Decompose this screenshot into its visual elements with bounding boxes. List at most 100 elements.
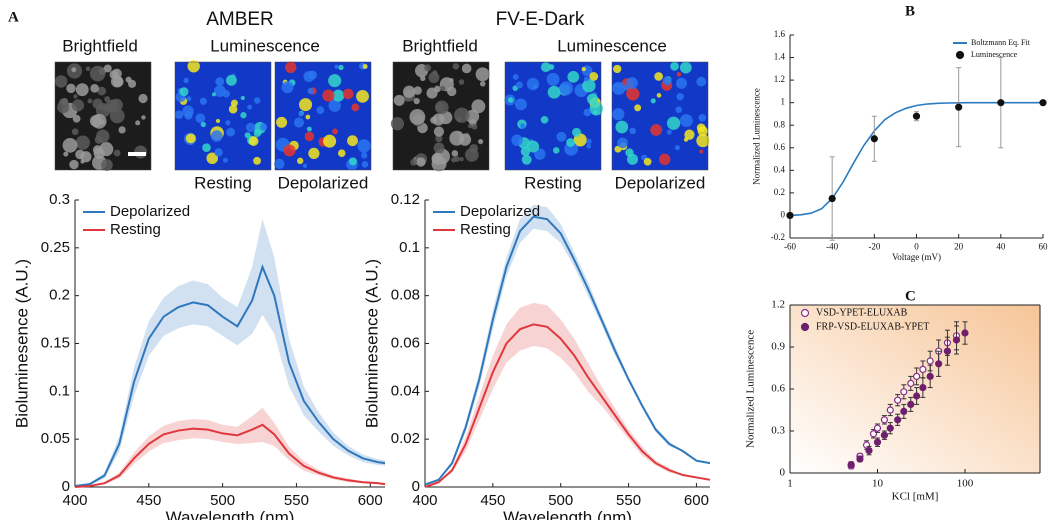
image-texture (440, 85, 446, 91)
image-texture (659, 153, 671, 166)
image-texture (676, 92, 684, 101)
image-texture (80, 151, 92, 163)
image-texture (72, 114, 81, 123)
x-tick-label: -60 (784, 241, 796, 251)
image-texture (337, 149, 346, 157)
image-texture (302, 163, 307, 168)
image-texture (413, 97, 420, 105)
image-texture (187, 60, 200, 73)
chart: C 0 0.3 0.6 0.9 1.2 1 10 100 KCl [mM] Normalized L… (744, 288, 1041, 502)
image-texture (582, 79, 596, 93)
image-texture (89, 65, 106, 82)
data-point (955, 103, 963, 111)
data-point (873, 424, 882, 432)
y-axis-label: Bioluminesence (A.U.) (362, 259, 381, 428)
image-texture (696, 134, 710, 148)
image-texture (199, 97, 207, 105)
image-texture (307, 87, 314, 95)
image-texture (356, 89, 369, 103)
data-point (935, 360, 943, 368)
series-line (424, 323, 711, 488)
image-texture (75, 83, 89, 97)
image-texture (299, 98, 313, 112)
image-texture (347, 135, 358, 147)
data-point (997, 99, 1005, 107)
data-point (870, 135, 878, 143)
legend-label: Depolarized (460, 203, 540, 220)
x-tick-label: 400 (412, 492, 437, 509)
image-texture (567, 70, 580, 83)
image-texture (433, 126, 445, 137)
image-texture (308, 147, 320, 160)
x-tick-label: 20 (954, 241, 964, 251)
image-texture (452, 63, 460, 70)
x-tick-label: 1 (787, 477, 793, 489)
image-texture (206, 152, 219, 165)
x-tick-label: 500 (548, 492, 573, 509)
data-point (1039, 99, 1047, 107)
image-texture (214, 85, 226, 98)
legend-label: Boltzmann Eq. Fit (971, 38, 1031, 47)
image-texture (91, 113, 107, 129)
group-title: FV-E-Dark (496, 9, 585, 30)
image-texture (186, 96, 192, 102)
image-texture (361, 161, 369, 168)
image-texture (104, 96, 111, 102)
y-tick-label: 0.6 (774, 142, 786, 152)
image-texture (617, 137, 628, 149)
image-texture (424, 64, 432, 72)
data-point (900, 388, 908, 396)
data-point (907, 400, 915, 408)
y-tick-label: 0.02 (391, 430, 420, 447)
image-texture (507, 97, 514, 103)
image-texture (512, 74, 519, 80)
data-point (913, 392, 921, 400)
image-texture (572, 127, 582, 137)
image-texture (54, 75, 68, 88)
image-texture (323, 134, 337, 148)
image-frame (274, 61, 372, 171)
x-tick-label: 550 (284, 492, 309, 509)
image-texture (362, 64, 368, 69)
data-point (886, 424, 894, 432)
image-texture (63, 151, 69, 157)
image-texture (612, 81, 626, 95)
y-tick-label: 0.1 (399, 239, 420, 256)
image-texture (285, 61, 297, 74)
image-texture (183, 77, 189, 84)
x-tick-label: 600 (684, 492, 709, 509)
data-point (856, 455, 864, 463)
y-tick-label: 0.15 (41, 334, 70, 351)
image-texture (97, 86, 107, 96)
x-axis-label: Voltage (mV) (892, 252, 941, 262)
data-point (952, 336, 961, 344)
image-texture (211, 92, 216, 97)
data-point (919, 384, 927, 392)
image-texture (593, 110, 598, 115)
image-texture (357, 139, 371, 153)
image-texture (62, 137, 78, 153)
image-texture (643, 157, 652, 166)
legend-swatch (955, 50, 965, 60)
data-point (913, 372, 921, 380)
image-texture (342, 88, 354, 100)
image-texture (334, 64, 339, 69)
image-frame (174, 61, 272, 171)
image-texture (471, 99, 486, 114)
y-tick-label: 0.04 (391, 382, 420, 399)
panel-letter: C (905, 288, 916, 304)
data-point (900, 407, 908, 415)
image-texture (449, 130, 465, 146)
panel-letter: A (8, 9, 19, 25)
image-texture (110, 75, 124, 88)
image-texture (69, 159, 79, 170)
y-tick-label: 0.08 (391, 287, 420, 304)
y-tick-label: 0.3 (49, 191, 70, 208)
image-texture (210, 130, 223, 142)
y-tick-label: 0 (412, 478, 420, 495)
image-texture (583, 76, 590, 82)
y-axis-label: Normalized Luminescence (744, 330, 756, 448)
image-texture (75, 135, 90, 150)
image-texture (650, 124, 663, 136)
image-texture (629, 127, 636, 135)
